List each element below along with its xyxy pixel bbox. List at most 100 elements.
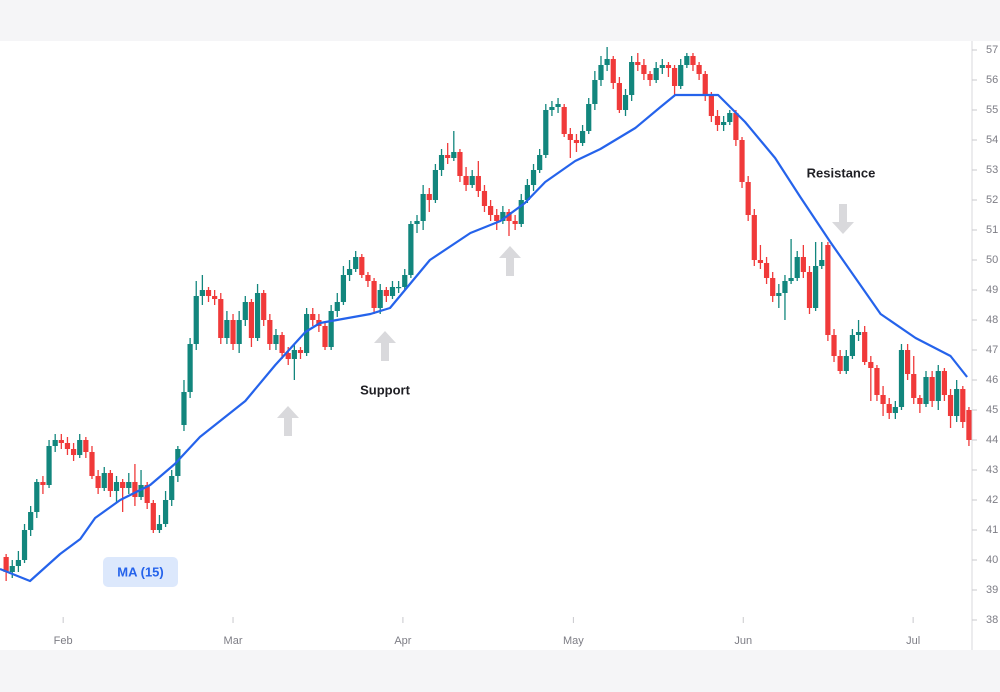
candle-body [40, 482, 46, 485]
y-tick-label: 43 [986, 464, 998, 476]
candle-body [353, 257, 359, 269]
candle-body [537, 155, 543, 170]
candle-body [616, 83, 622, 110]
candle-body [279, 335, 285, 353]
candle-body [733, 113, 739, 140]
candle-body [665, 65, 672, 68]
candle-body [113, 482, 120, 491]
candle-body [346, 269, 353, 275]
candle-body [291, 350, 297, 359]
candle-body [629, 62, 635, 95]
candle-body [236, 320, 242, 344]
candle-body [254, 293, 261, 338]
candle-body [880, 395, 886, 404]
resistance-arrow [832, 204, 854, 234]
candle-body [475, 176, 481, 191]
candle-body [757, 260, 764, 263]
candle-body [187, 344, 193, 392]
candle-body [739, 140, 745, 182]
candle-body [95, 476, 101, 488]
annotation-arrows [277, 204, 854, 436]
y-tick-label: 42 [986, 494, 998, 506]
candle-body [328, 311, 334, 347]
candle-body [267, 320, 273, 344]
candle-body [242, 302, 248, 320]
annotation: Support [360, 382, 410, 397]
candle-body [120, 482, 126, 488]
candle-body [58, 440, 64, 443]
candle-body [21, 530, 28, 560]
candle-body [966, 410, 972, 440]
candle-body [898, 350, 905, 407]
candle-body [782, 281, 788, 293]
candle-body [457, 152, 463, 176]
candle-body [230, 320, 236, 344]
candle-body [445, 155, 451, 158]
candle-body [77, 440, 83, 455]
candle-body [193, 296, 199, 344]
legend-box [103, 557, 178, 587]
candle-body [138, 485, 144, 497]
y-tick-label: 49 [986, 284, 998, 296]
candle-body [935, 371, 941, 401]
support-arrow [374, 331, 396, 361]
candle-body [28, 512, 34, 530]
candle-body [800, 257, 806, 272]
candle-body [212, 296, 218, 299]
x-tick-label: Jun [734, 635, 752, 647]
candle-body [855, 332, 862, 335]
candle-body [714, 116, 721, 125]
candle-body [169, 476, 175, 500]
candle-body [340, 275, 347, 302]
candle-body [751, 215, 757, 260]
candle-body [52, 440, 58, 446]
candle-body [181, 392, 187, 425]
candle-body [561, 107, 567, 134]
candle-body [304, 314, 310, 353]
candle-body [506, 212, 512, 221]
annotation: Resistance [807, 165, 876, 180]
candle-body [843, 356, 849, 371]
x-tick-label: May [563, 635, 584, 647]
x-tick-label: Feb [54, 635, 73, 647]
y-tick-label: 48 [986, 314, 998, 326]
candle-body [34, 482, 40, 512]
candle-body [487, 206, 494, 215]
candle-body [622, 95, 629, 110]
y-tick-label: 51 [986, 224, 998, 236]
candle-body [708, 95, 714, 116]
y-tick-label: 56 [986, 74, 998, 86]
candle-body [205, 290, 212, 296]
y-tick-label: 41 [986, 524, 998, 536]
lines [0, 93, 968, 583]
candle-body [960, 389, 966, 422]
candle-body [261, 293, 267, 320]
candle-body [432, 170, 439, 200]
candle-body [371, 281, 377, 308]
candle-body [604, 59, 610, 65]
candle-body [825, 245, 831, 335]
y-tick-label: 52 [986, 194, 998, 206]
candle-body [573, 140, 580, 143]
candle-body [905, 350, 911, 374]
y-tick-label: 39 [986, 584, 998, 596]
candle-body [543, 110, 549, 155]
candle-body [947, 395, 954, 416]
candle-body [377, 290, 383, 308]
candle-body [89, 452, 95, 476]
y-tick-label: 46 [986, 374, 998, 386]
candle-body [837, 356, 843, 371]
candle-body [144, 485, 150, 503]
candle-body [586, 104, 592, 131]
candle-body [671, 68, 678, 86]
candle-body [549, 107, 555, 110]
candle-body [310, 314, 316, 320]
candle-body [15, 560, 22, 566]
candle-body [150, 503, 156, 530]
candle-body [451, 152, 457, 158]
axes: 38 39 40 41 42 43 44 45 46 47 48 49 50 51 52 53 54 55 56 57… [54, 44, 999, 647]
candle-body [494, 215, 500, 221]
candle-body [408, 224, 414, 275]
candle-body [175, 449, 181, 476]
